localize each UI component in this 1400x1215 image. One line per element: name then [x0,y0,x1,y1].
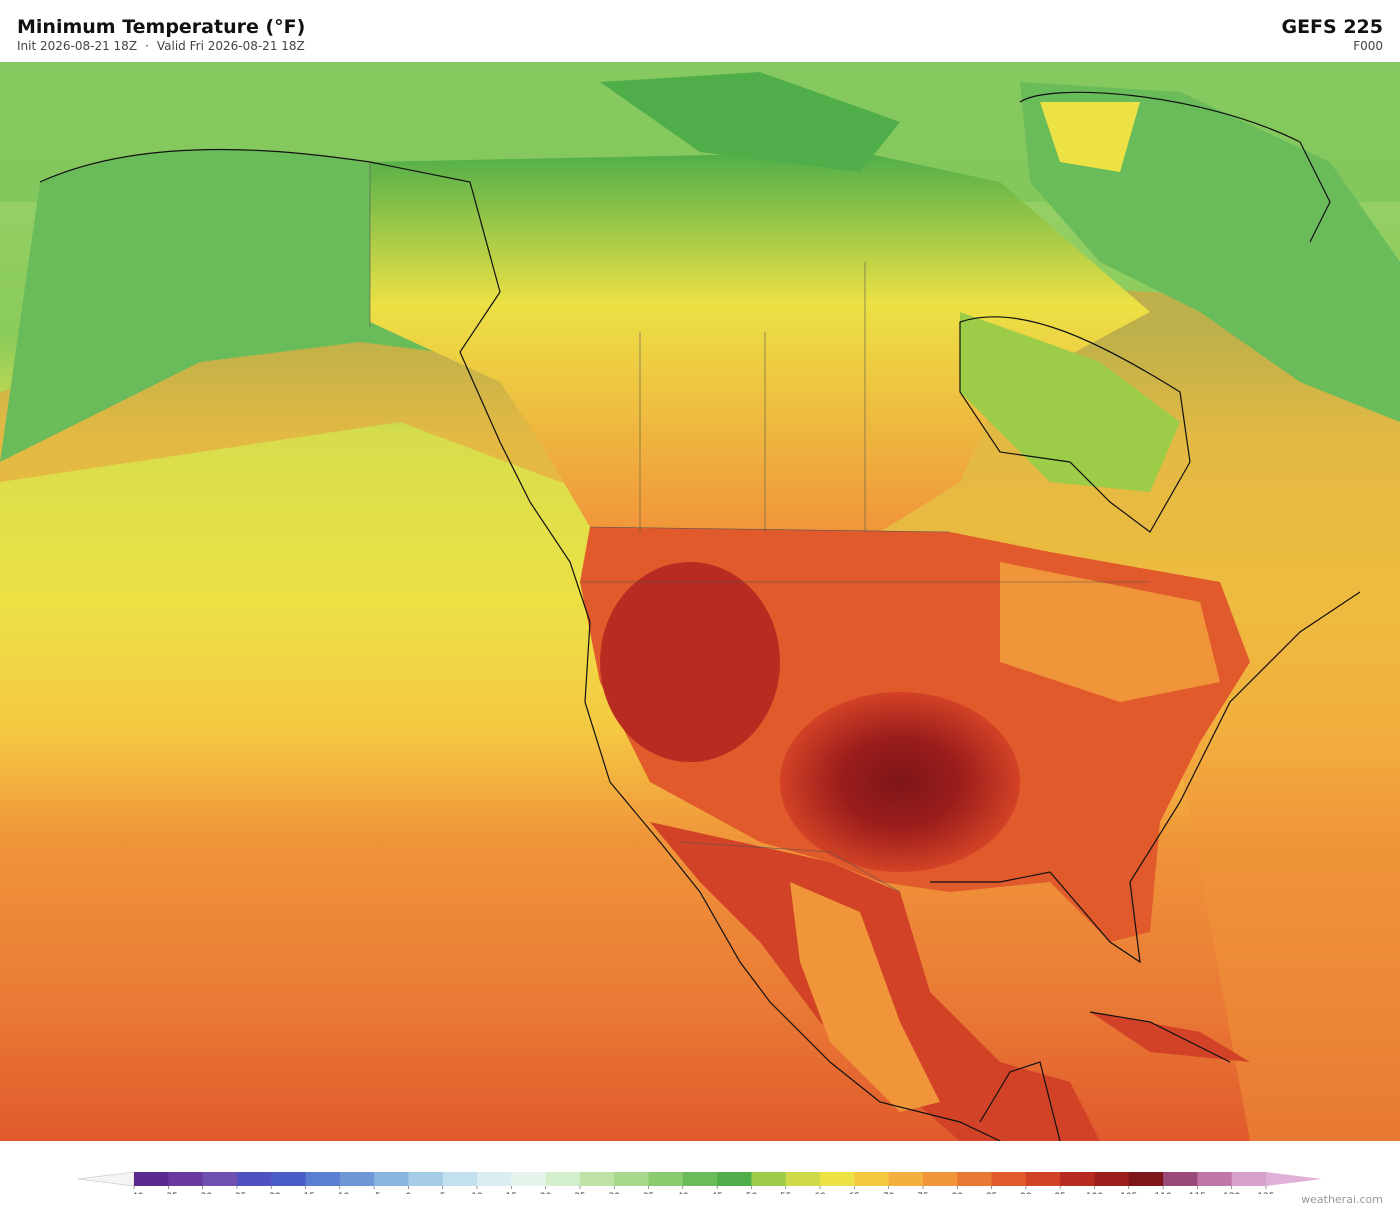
colorbar-swatch [1025,1172,1061,1186]
colorbar-swatch [408,1172,444,1186]
colorbar-swatch [1060,1172,1095,1186]
init-time: Init 2026-08-21 18Z [17,39,138,53]
colorbar-swatch [751,1172,787,1186]
colorbar-under [77,1171,135,1187]
colorbar-tick-label: 75 [917,1192,928,1194]
colorbar-tick-label: 45 [711,1192,722,1194]
colorbar-swatch [202,1172,238,1186]
colorbar-tick-label: −15 [296,1192,315,1194]
colorbar-tick-label: −35 [159,1192,178,1194]
colorbar-tick-label: 55 [780,1192,791,1194]
colorbar-tick-label: 30 [609,1192,621,1194]
colorbar-swatch [168,1172,204,1186]
title: Minimum Temperature (°F) [17,16,306,38]
colorbar-swatch [614,1172,650,1186]
valid-time: Valid Fri 2026-08-21 18Z [156,39,305,53]
colorbar-tick-label: 15 [506,1192,517,1194]
colorbar-tick-label: 85 [986,1192,997,1194]
colorbar-swatch [888,1172,924,1186]
colorbar-tick-label: −40 [125,1192,144,1194]
colorbar-tick-label: −25 [227,1192,246,1194]
colorbar-tick-label: 115 [1189,1192,1206,1194]
colorbar-swatch [477,1172,512,1186]
colorbar-tick-label: 5 [440,1192,446,1194]
colorbar-swatch [1163,1172,1198,1186]
colorbar-swatch [511,1172,547,1186]
colorbar-swatch [236,1172,272,1186]
colorbar-tick-label: −5 [367,1192,380,1194]
colorbar-tick-label: −20 [262,1192,281,1194]
colorbar-tick-label: 40 [677,1192,689,1194]
colorbar-swatch [579,1172,615,1186]
colorbar-swatch [271,1172,307,1186]
colorbar-tick-label: 25 [574,1192,585,1194]
colorbar-over [1266,1172,1322,1186]
colorbar-tick-label: 100 [1086,1192,1103,1194]
colorbar-swatch [717,1172,752,1186]
colorbar-swatch [820,1172,855,1186]
separator: · [145,39,149,53]
colorbar-swatch [1231,1172,1267,1186]
colorbar-swatch [134,1172,169,1186]
colorbar-tick-label: 50 [746,1192,758,1194]
model-name: GEFS 225 [1281,16,1383,38]
colorbar-tick-label: 70 [883,1192,895,1194]
colorbar-tick-label: 60 [814,1192,826,1194]
colorbar-swatch [785,1172,821,1186]
colorbar-swatch [545,1172,581,1186]
colorbar-tick-label: 110 [1154,1192,1171,1194]
colorbar-swatch [854,1172,890,1186]
colorbar-swatch [374,1172,409,1186]
colorbar-swatch [648,1172,684,1186]
map [0,62,1400,1141]
colorbar-swatch [442,1172,478,1186]
colorbar-swatch [991,1172,1027,1186]
colorbar-swatch [339,1172,375,1186]
colorbar-swatch [1094,1172,1130,1186]
colorbar-tick-label: 35 [643,1192,654,1194]
colorbar: −40 −35 −30 −25 −20 −15 −10 −5 0 5 10 15 20 25 30 35 40 4… [77,1171,1322,1194]
subtitle: Init 2026-08-21 18Z · Valid Fri 2026-08-21… [17,39,313,53]
colorbar-tick-label: 95 [1054,1192,1065,1194]
colorbar-swatch [922,1172,958,1186]
credit: weatherai.com [1301,1193,1383,1206]
colorbar-tick-label: 65 [849,1192,860,1194]
colorbar-tick-label: 90 [1020,1192,1032,1194]
colorbar-tick-label: 20 [540,1192,552,1194]
colorbar-tick-label: −30 [193,1192,212,1194]
colorbar-tick-label: 80 [952,1192,964,1194]
colorbar-swatch [1128,1172,1164,1186]
colorbar-swatch [305,1172,341,1186]
colorbar-swatch [957,1172,993,1186]
colorbar-tick-label: 105 [1120,1192,1137,1194]
colorbar-tick-label: 125 [1257,1192,1274,1194]
colorbar-tick-label: −10 [330,1192,349,1194]
colorbar-tick-label: 0 [406,1192,412,1194]
colorbar-swatch [1197,1172,1233,1186]
colorbar-swatch [682,1172,718,1186]
colorbar-tick-label: 10 [471,1192,483,1194]
colorbar-tick-label: 120 [1223,1192,1240,1194]
forecast-hour: F000 [1353,39,1383,53]
